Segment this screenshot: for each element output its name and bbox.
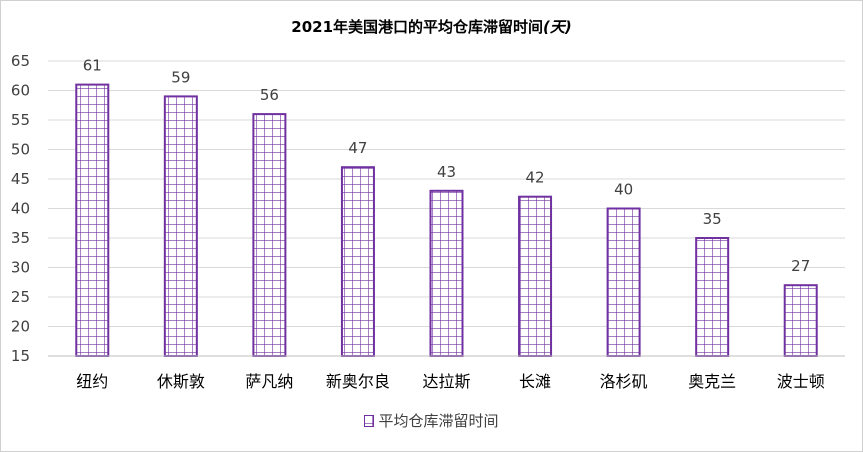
x-tick-labels: 纽约 休斯敦 萨凡纳 新奥尔良 达拉斯 长滩 洛杉矶 奥克兰 波士顿 [76,372,824,391]
data-label: 27 [791,257,810,275]
y-tick-label: 45 [11,170,30,188]
bar [518,195,553,357]
bar [606,207,641,357]
chart-title: 2021年美国港口的平均仓库滞留时间(天) [0,16,863,37]
x-tick-label: 波士顿 [777,372,825,391]
data-labels: 61 59 56 47 43 42 40 35 27 [83,57,811,276]
data-label: 56 [260,86,279,104]
x-tick-label: 达拉斯 [422,372,470,391]
data-label: 59 [171,68,190,86]
y-tick-labels: 15 20 25 30 35 40 45 50 55 60 65 [11,52,30,365]
y-tick-label: 35 [11,229,30,247]
data-label: 47 [348,139,367,157]
y-tick-label: 40 [11,200,30,218]
data-label: 43 [437,163,456,181]
y-tick-label: 65 [11,52,30,70]
bar [429,189,464,357]
x-tick-label: 新奥尔良 [326,372,390,391]
bars [75,83,818,358]
bar [340,166,375,357]
bar [695,237,730,357]
bar [163,95,198,358]
bar [783,284,818,358]
y-tick-label: 50 [11,141,30,159]
chart-title-unit: (天) [543,18,572,36]
x-tick-label: 休斯敦 [157,372,205,391]
legend-label: 平均仓库滞留时间 [378,412,499,430]
legend: 平均仓库滞留时间 [0,410,863,431]
bar [75,83,110,357]
x-tick-label: 洛杉矶 [600,372,648,391]
legend-swatch [364,414,375,427]
data-label: 42 [526,169,545,187]
y-tick-label: 25 [11,288,30,306]
y-tick-label: 20 [11,318,30,336]
y-tick-label: 60 [11,82,30,100]
y-tick-label: 15 [11,347,30,365]
y-tick-label: 55 [11,111,30,129]
x-tick-label: 奥克兰 [688,372,736,391]
data-label: 35 [703,210,722,228]
x-tick-label: 纽约 [76,372,108,391]
y-tick-label: 30 [11,259,30,277]
x-tick-label: 萨凡纳 [245,372,293,391]
bar [252,113,287,357]
chart-title-text: 2021年美国港口的平均仓库滞留时间 [291,18,544,36]
data-label: 40 [614,181,633,199]
data-label: 61 [83,57,102,75]
x-tick-label: 长滩 [519,372,551,391]
